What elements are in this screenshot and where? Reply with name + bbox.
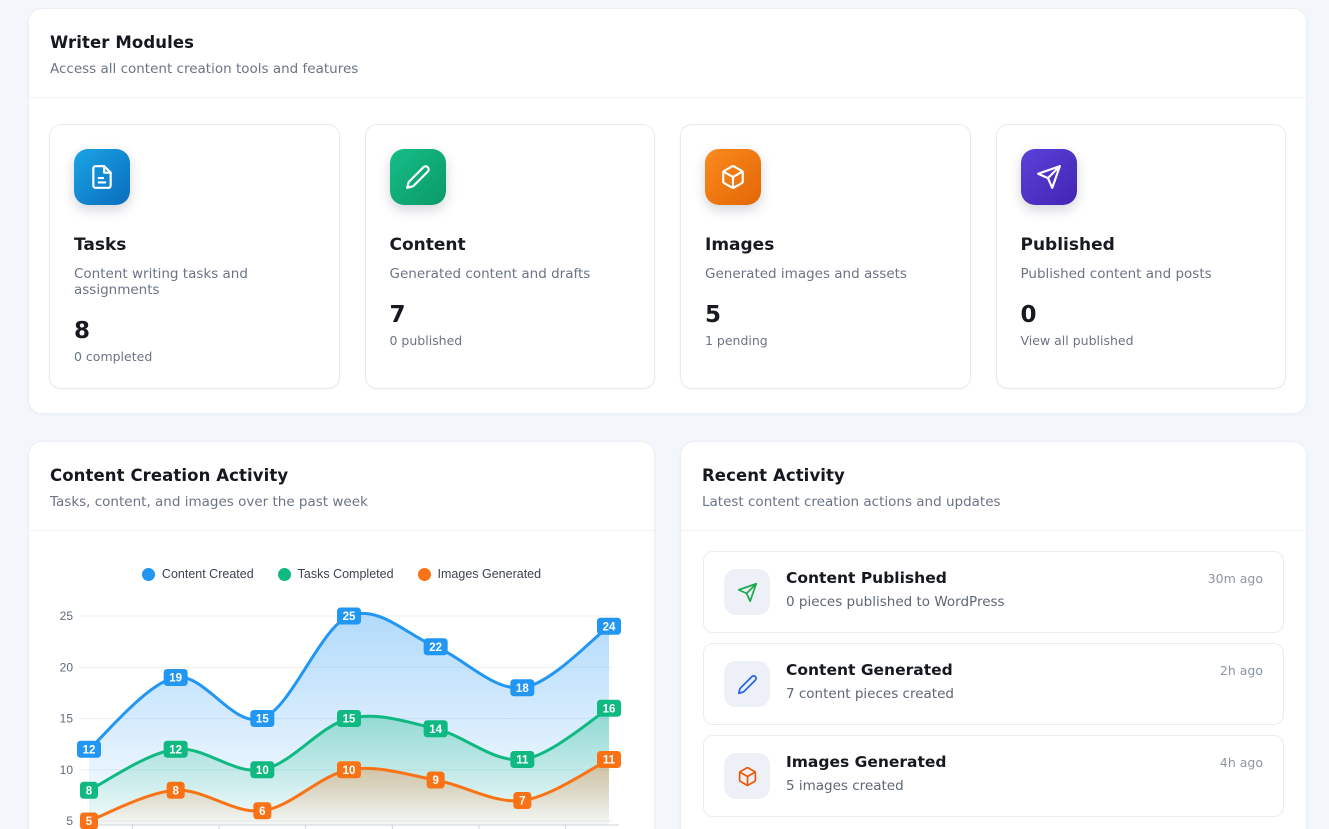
svg-text:19: 19	[169, 673, 182, 685]
activity-timestamp: 30m ago	[1207, 571, 1263, 586]
chart-title: Content Creation Activity	[50, 466, 289, 485]
recent-activity-header: Recent Activity Latest content creation …	[681, 442, 1306, 531]
svg-text:7: 7	[519, 796, 525, 808]
svg-text:5: 5	[66, 814, 73, 828]
content-creation-activity-card: Content Creation Activity Tasks, content…	[28, 441, 655, 829]
activity-description: 0 pieces published to WordPress	[786, 594, 1005, 610]
activity-item-content-published: Content Published 30m ago 0 pieces publi…	[703, 551, 1284, 633]
module-card-published[interactable]: Published Published content and posts 0 …	[995, 124, 1286, 389]
module-card-images[interactable]: Images Generated images and assets 5 1 p…	[680, 124, 971, 389]
legend-item[interactable]: Content Created	[141, 567, 254, 581]
page-subtitle: Access all content creation tools and fe…	[50, 61, 359, 77]
activity-title: Content Published	[786, 569, 947, 587]
legend-dot	[277, 567, 291, 581]
activity-title: Content Generated	[786, 661, 953, 679]
activity-item-images-generated: Images Generated 4h ago 5 images created	[703, 735, 1284, 817]
pencil-icon	[389, 149, 446, 205]
module-sub-label: View all published	[1020, 333, 1134, 348]
svg-text:15: 15	[343, 714, 356, 726]
svg-text:10: 10	[60, 763, 74, 777]
legend-label: Images Generated	[437, 567, 542, 581]
cube-icon	[724, 753, 770, 799]
module-description: Content writing tasks and assignments	[74, 266, 248, 298]
svg-text:12: 12	[169, 744, 182, 756]
svg-text:11: 11	[603, 755, 616, 767]
activity-timestamp: 4h ago	[1219, 755, 1263, 770]
module-title: Tasks	[74, 235, 127, 255]
recent-activity-list: Content Published 30m ago 0 pieces publi…	[681, 531, 1306, 829]
chart-card-header: Content Creation Activity Tasks, content…	[29, 442, 654, 531]
svg-text:15: 15	[256, 714, 269, 726]
svg-text:22: 22	[429, 642, 442, 654]
svg-text:5: 5	[86, 816, 93, 828]
svg-text:25: 25	[60, 609, 74, 623]
svg-text:10: 10	[256, 765, 269, 777]
recent-activity-subtitle: Latest content creation actions and upda…	[702, 494, 1001, 510]
module-title: Content	[389, 235, 466, 255]
activity-timestamp: 2h ago	[1219, 663, 1263, 678]
module-count: 0	[1020, 302, 1037, 328]
activity-line-chart: 510152025MonTueWedThuFriSatSun1219152522…	[29, 593, 654, 829]
module-card-tasks[interactable]: Tasks Content writing tasks and assignme…	[49, 124, 340, 389]
svg-text:12: 12	[83, 744, 96, 756]
svg-text:14: 14	[429, 724, 442, 736]
module-sub-label: 0 completed	[74, 349, 153, 364]
bottom-row: Content Creation Activity Tasks, content…	[28, 441, 1329, 829]
module-description: Generated content and drafts	[389, 266, 591, 282]
writer-modules-header: Writer Modules Access all content creati…	[29, 9, 1306, 98]
pencil-icon	[724, 661, 770, 707]
recent-activity-title: Recent Activity	[702, 466, 845, 485]
module-description: Published content and posts	[1020, 266, 1212, 282]
svg-text:10: 10	[343, 765, 356, 777]
svg-text:24: 24	[603, 621, 616, 633]
legend-dot	[141, 567, 155, 581]
document-icon	[74, 149, 130, 205]
legend-dot	[417, 567, 431, 581]
module-count: 7	[389, 302, 406, 328]
legend-item[interactable]: Tasks Completed	[277, 567, 394, 581]
activity-item-content-generated: Content Generated 2h ago 7 content piece…	[703, 643, 1284, 725]
recent-activity-card: Recent Activity Latest content creation …	[680, 441, 1307, 829]
svg-text:9: 9	[432, 775, 438, 787]
svg-text:11: 11	[516, 755, 529, 767]
svg-text:20: 20	[60, 660, 74, 674]
svg-text:8: 8	[86, 785, 93, 797]
chart-canvas: 510152025MonTueWedThuFriSatSun1219152522…	[60, 607, 621, 829]
chart-subtitle: Tasks, content, and images over the past…	[50, 494, 368, 510]
activity-title: Images Generated	[786, 753, 947, 771]
module-description: Generated images and assets	[705, 266, 907, 282]
writer-modules-panel: Writer Modules Access all content creati…	[28, 8, 1307, 414]
module-sub-label: 1 pending	[705, 333, 768, 348]
svg-text:18: 18	[516, 683, 529, 695]
send-icon	[724, 569, 770, 615]
module-count: 8	[74, 318, 91, 344]
svg-text:6: 6	[259, 806, 265, 818]
legend-label: Tasks Completed	[297, 567, 394, 581]
module-count: 5	[705, 302, 722, 328]
cube-icon	[705, 149, 761, 205]
module-title: Images	[705, 235, 775, 255]
activity-description: 7 content pieces created	[786, 686, 954, 702]
legend-item[interactable]: Images Generated	[417, 567, 542, 581]
module-cards-grid: Tasks Content writing tasks and assignme…	[29, 98, 1306, 413]
svg-text:15: 15	[60, 712, 74, 726]
page-title: Writer Modules	[50, 33, 195, 52]
activity-description: 5 images created	[786, 778, 904, 794]
chart-legend: Content Created Tasks Completed Images Gen…	[29, 567, 654, 581]
send-icon	[1020, 149, 1077, 205]
module-title: Published	[1020, 235, 1115, 255]
module-sub-label: 0 published	[389, 333, 463, 348]
legend-label: Content Created	[161, 567, 254, 581]
svg-text:16: 16	[603, 703, 616, 715]
svg-text:8: 8	[172, 785, 179, 797]
svg-text:25: 25	[343, 611, 356, 623]
module-card-content[interactable]: Content Generated content and drafts 7 0…	[364, 124, 655, 389]
